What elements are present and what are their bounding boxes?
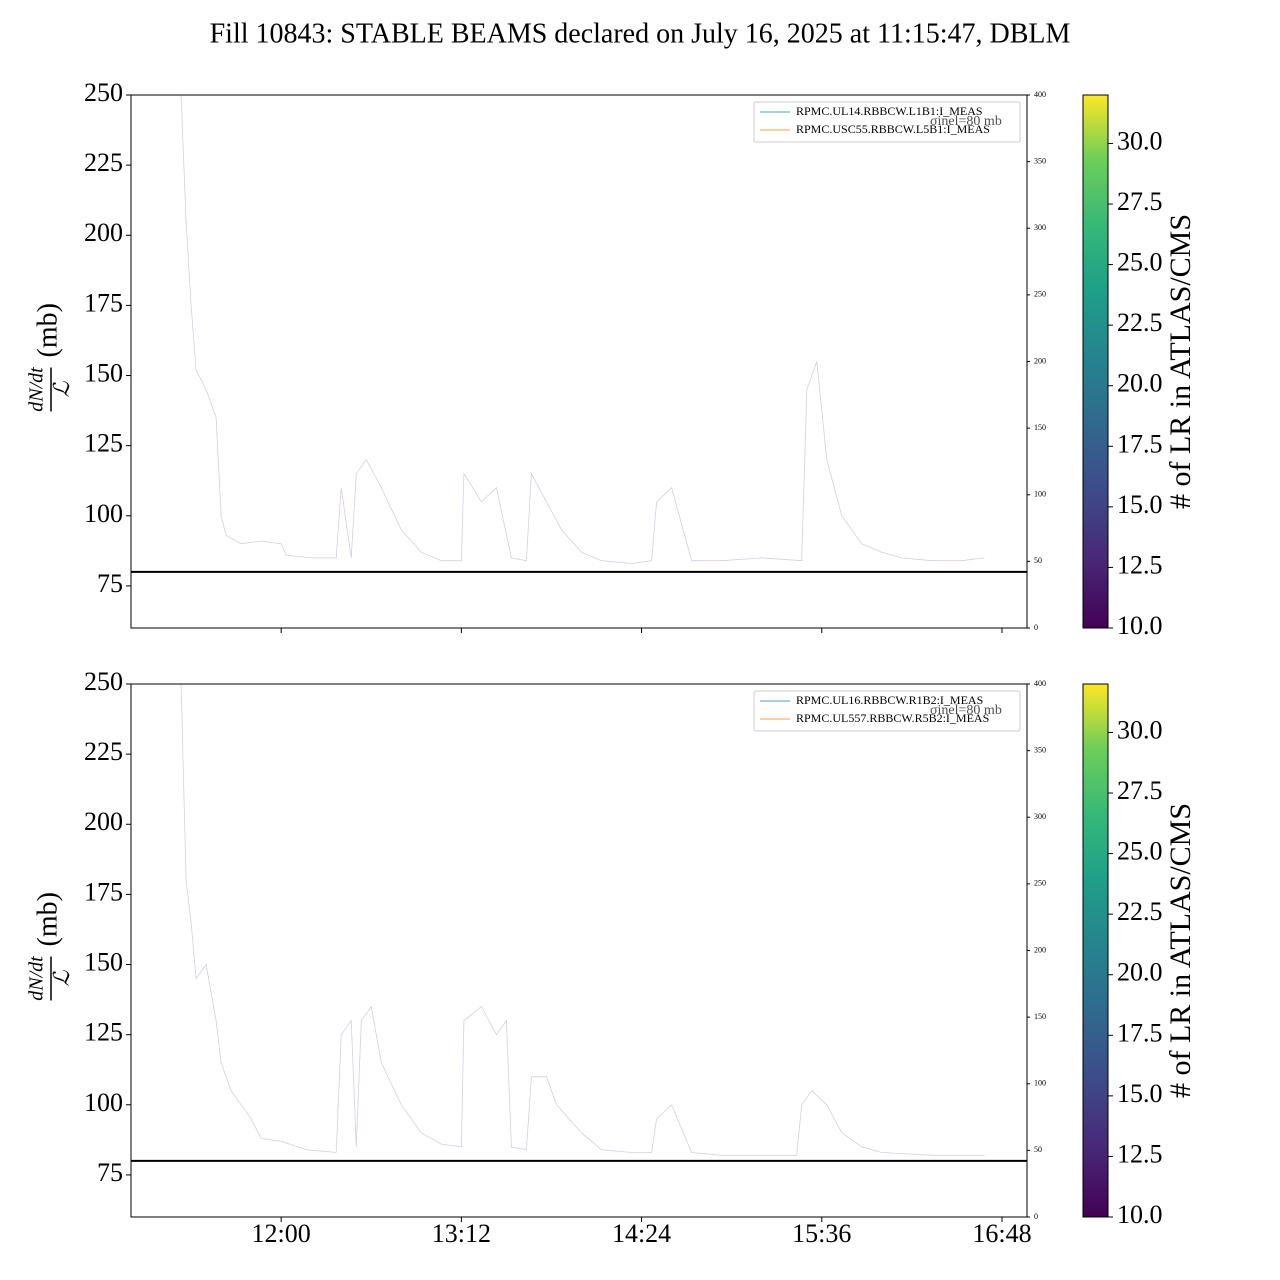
- y-tick-label: 200: [84, 218, 123, 247]
- data-line: [180, 683, 985, 1156]
- legend-label: RPMC.UL557.RBBCW.R5B2:I_MEAS: [796, 711, 989, 725]
- colorbar-tick-label: 20.0: [1117, 958, 1163, 987]
- y2-tick-label: 50: [1034, 556, 1042, 565]
- x-tick-label: 14:24: [612, 1219, 671, 1248]
- colorbar-label: # of LR in ATLAS/CMS: [1164, 214, 1197, 509]
- y-label-numerator: dN/dt: [26, 367, 48, 412]
- colorbar-tick-label: 27.5: [1117, 776, 1163, 805]
- reference-line-label: σinel=80 mb: [930, 114, 1002, 129]
- colorbar-tick-label: 15.0: [1117, 1079, 1163, 1108]
- y2-tick-label: 200: [1034, 356, 1046, 365]
- colorbar-tick-label: 15.0: [1117, 490, 1163, 519]
- y-label-unit: (mb): [32, 892, 63, 946]
- y-tick-label: 150: [84, 358, 123, 387]
- colorbar-tick-label: 10.0: [1117, 1200, 1163, 1229]
- y2-tick-label: 400: [1034, 90, 1046, 99]
- legend-label: RPMC.USC55.RBBCW.L5B1:I_MEAS: [796, 122, 990, 136]
- colorbar-tick-label: 22.5: [1117, 897, 1163, 926]
- y-tick-label: 225: [84, 737, 123, 766]
- y-tick-label: 250: [84, 667, 123, 696]
- x-tick-label: 12:00: [252, 1219, 311, 1248]
- y-tick-label: 125: [84, 429, 123, 458]
- colorbar-tick-label: 12.5: [1117, 1139, 1163, 1168]
- y2-tick-label: 100: [1034, 1079, 1046, 1088]
- y2-tick-label: 0: [1034, 623, 1038, 632]
- colorbar-tick-label: 20.0: [1117, 369, 1163, 398]
- x-tick-label: 15:36: [792, 1219, 851, 1248]
- legend-label: RPMC.UL16.RBBCW.R1B2:I_MEAS: [796, 693, 983, 707]
- y2-tick-label: 250: [1034, 290, 1046, 299]
- data-line: [180, 94, 985, 564]
- legend-box: [753, 690, 1021, 732]
- y-tick-label: 200: [84, 807, 123, 836]
- y-tick-label: 225: [84, 148, 123, 177]
- y-tick-label: 100: [84, 499, 123, 528]
- y2-tick-label: 400: [1034, 679, 1046, 688]
- y-label-denominator: ℒ: [49, 969, 74, 986]
- y2-tick-label: 350: [1034, 156, 1046, 165]
- colorbar-tick-label: 30.0: [1117, 126, 1163, 155]
- y2-tick-label: 200: [1034, 945, 1046, 954]
- y-axis-label: dN/dt ℒ (mb): [26, 892, 74, 1001]
- y-label-unit: (mb): [32, 303, 63, 357]
- y2-tick-label: 150: [1034, 1012, 1046, 1021]
- y-axis-label: dN/dt ℒ (mb): [26, 303, 74, 412]
- y-tick-label: 150: [84, 947, 123, 976]
- y-tick-label: 100: [84, 1088, 123, 1117]
- y-tick-label: 175: [84, 877, 123, 906]
- y2-tick-label: 0: [1034, 1212, 1038, 1221]
- x-tick-label: 13:12: [432, 1219, 491, 1248]
- colorbar-tick-label: 12.5: [1117, 550, 1163, 579]
- figure-title: Fill 10843: STABLE BEAMS declared on Jul…: [210, 18, 1071, 49]
- y-tick-label: 125: [84, 1018, 123, 1047]
- reference-line-label: σinel=80 mb: [930, 703, 1002, 718]
- y-label-numerator: dN/dt: [26, 956, 48, 1001]
- y2-tick-label: 300: [1034, 223, 1046, 232]
- y2-tick-label: 50: [1034, 1145, 1042, 1154]
- y-tick-label: 75: [97, 569, 123, 598]
- colorbar-label: # of LR in ATLAS/CMS: [1164, 803, 1197, 1098]
- colorbar-tick-label: 17.5: [1117, 429, 1163, 458]
- y2-tick-label: 300: [1034, 812, 1046, 821]
- y2-tick-label: 250: [1034, 879, 1046, 888]
- y2-tick-label: 350: [1034, 745, 1046, 754]
- colorbar-tick-label: 22.5: [1117, 308, 1163, 337]
- y2-tick-label: 150: [1034, 423, 1046, 432]
- colorbar: [1082, 683, 1109, 1218]
- axes-frame: [130, 94, 1028, 629]
- colorbar-tick-label: 25.0: [1117, 837, 1163, 866]
- x-tick-label: 16:48: [972, 1219, 1031, 1248]
- legend-box: [753, 101, 1021, 143]
- colorbar-tick-label: 27.5: [1117, 187, 1163, 216]
- y-label-denominator: ℒ: [49, 380, 74, 397]
- y-tick-label: 175: [84, 288, 123, 317]
- colorbar: [1082, 94, 1109, 629]
- colorbar-tick-label: 25.0: [1117, 248, 1163, 277]
- legend-label: RPMC.UL14.RBBCW.L1B1:I_MEAS: [796, 104, 983, 118]
- y-tick-label: 250: [84, 78, 123, 107]
- y2-tick-label: 100: [1034, 490, 1046, 499]
- colorbar-tick-label: 17.5: [1117, 1018, 1163, 1047]
- colorbar-tick-label: 30.0: [1117, 715, 1163, 744]
- y-tick-label: 75: [97, 1158, 123, 1187]
- axes-frame: [130, 683, 1028, 1218]
- colorbar-tick-label: 10.0: [1117, 611, 1163, 640]
